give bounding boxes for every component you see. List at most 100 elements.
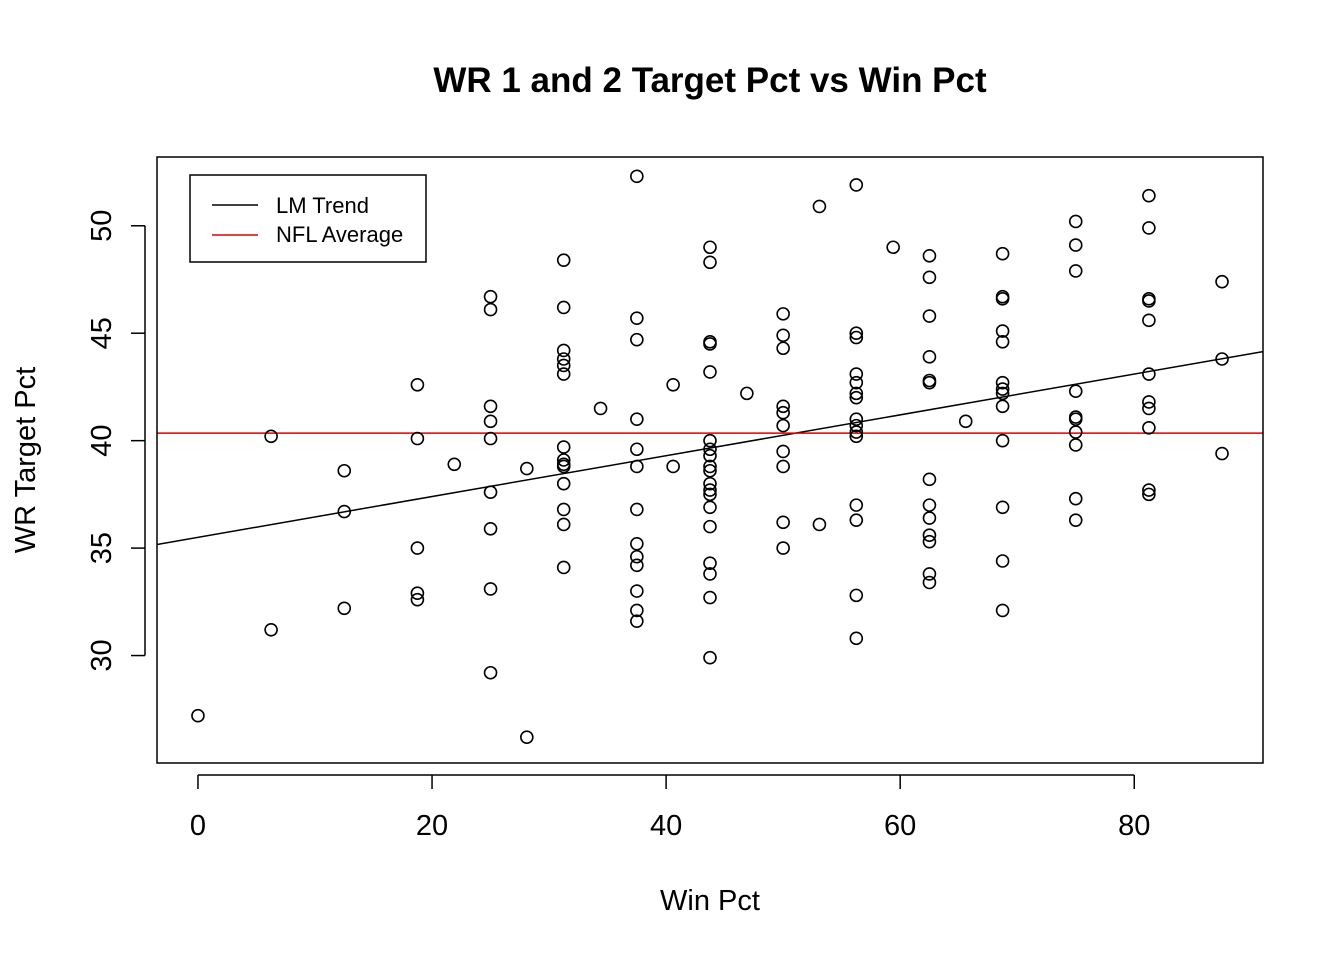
data-point — [337, 601, 352, 616]
data-point — [849, 386, 864, 401]
data-point — [776, 341, 790, 356]
data-point — [1068, 214, 1083, 229]
data-point — [556, 358, 571, 373]
data-point — [630, 169, 644, 184]
data-point — [1142, 487, 1156, 502]
data-point — [849, 429, 864, 444]
data-point — [410, 541, 425, 555]
data-point — [593, 401, 608, 416]
data-point — [556, 440, 571, 454]
data-point — [520, 730, 534, 745]
lm-trend-line — [157, 350, 1263, 546]
data-point — [483, 289, 498, 304]
legend: LM Trend NFL Average — [189, 174, 427, 263]
data-point — [1215, 352, 1229, 366]
x-tick-label: 0 — [190, 810, 206, 842]
data-point — [1142, 395, 1156, 409]
data-point — [703, 433, 717, 448]
data-point — [995, 375, 1010, 390]
data-point — [922, 249, 937, 263]
data-point — [556, 502, 571, 517]
data-point — [922, 534, 937, 549]
data-point — [483, 521, 498, 536]
data-point — [1142, 221, 1156, 235]
data-point — [264, 622, 278, 637]
x-tick-label: 60 — [884, 810, 916, 842]
data-point — [922, 511, 937, 525]
data-point — [703, 567, 717, 581]
x-tick-label: 80 — [1118, 810, 1150, 842]
data-point — [556, 453, 571, 467]
data-point — [1142, 367, 1156, 381]
data-point — [630, 459, 644, 474]
data-point — [776, 405, 790, 420]
data-point — [849, 588, 864, 603]
data-point — [995, 335, 1010, 349]
data-point — [995, 246, 1010, 261]
data-point — [740, 386, 754, 401]
data-point — [703, 255, 717, 270]
data-point — [556, 459, 571, 474]
data-point — [630, 549, 644, 564]
data-point — [556, 517, 571, 532]
data-point — [958, 414, 973, 429]
y-axis: 30 35 40 45 50 — [86, 210, 146, 672]
data-point — [520, 461, 534, 476]
data-point — [1215, 274, 1229, 289]
data-point — [922, 528, 937, 543]
data-point — [556, 476, 571, 491]
data-point — [630, 412, 644, 426]
data-point — [630, 558, 644, 573]
data-point — [849, 513, 864, 527]
data-point — [849, 390, 864, 405]
legend-box — [189, 174, 427, 263]
data-point — [703, 650, 717, 665]
data-point — [1142, 483, 1156, 497]
data-point — [776, 307, 790, 321]
data-point — [995, 603, 1010, 618]
data-point — [483, 485, 498, 500]
data-point — [483, 582, 498, 596]
data-point — [410, 586, 425, 601]
data-point — [703, 442, 717, 457]
data-point — [849, 418, 864, 433]
data-point — [1142, 188, 1156, 203]
data-point — [556, 300, 571, 315]
y-tick-label: 50 — [86, 210, 118, 242]
data-point — [922, 375, 937, 390]
data-point — [922, 270, 937, 285]
data-point — [410, 431, 425, 446]
data-point — [483, 414, 498, 429]
x-axis: 0 20 40 60 80 — [190, 774, 1150, 842]
legend-label-lm-trend: LM Trend — [276, 193, 369, 218]
data-point — [703, 365, 717, 379]
data-point — [849, 375, 864, 390]
data-point — [1068, 438, 1083, 452]
data-point — [849, 498, 864, 512]
data-point — [776, 515, 790, 530]
data-point — [995, 382, 1010, 396]
data-point — [483, 302, 498, 317]
data-point — [337, 504, 352, 519]
data-point — [849, 326, 864, 341]
data-point — [922, 350, 937, 364]
y-tick-label: 30 — [86, 639, 118, 671]
data-point — [1068, 513, 1083, 527]
data-point — [1068, 491, 1083, 506]
data-point — [630, 332, 644, 347]
data-point — [703, 476, 717, 491]
data-point — [849, 178, 864, 192]
data-point — [1068, 264, 1083, 278]
data-point — [995, 399, 1010, 414]
data-point — [191, 708, 205, 723]
data-point — [666, 459, 680, 474]
data-point — [630, 442, 644, 457]
data-point — [556, 560, 571, 575]
data-point — [703, 556, 717, 570]
data-point — [812, 517, 827, 532]
data-point — [922, 309, 937, 323]
data-point — [1068, 412, 1083, 426]
data-points — [191, 169, 1229, 745]
data-point — [995, 433, 1010, 448]
